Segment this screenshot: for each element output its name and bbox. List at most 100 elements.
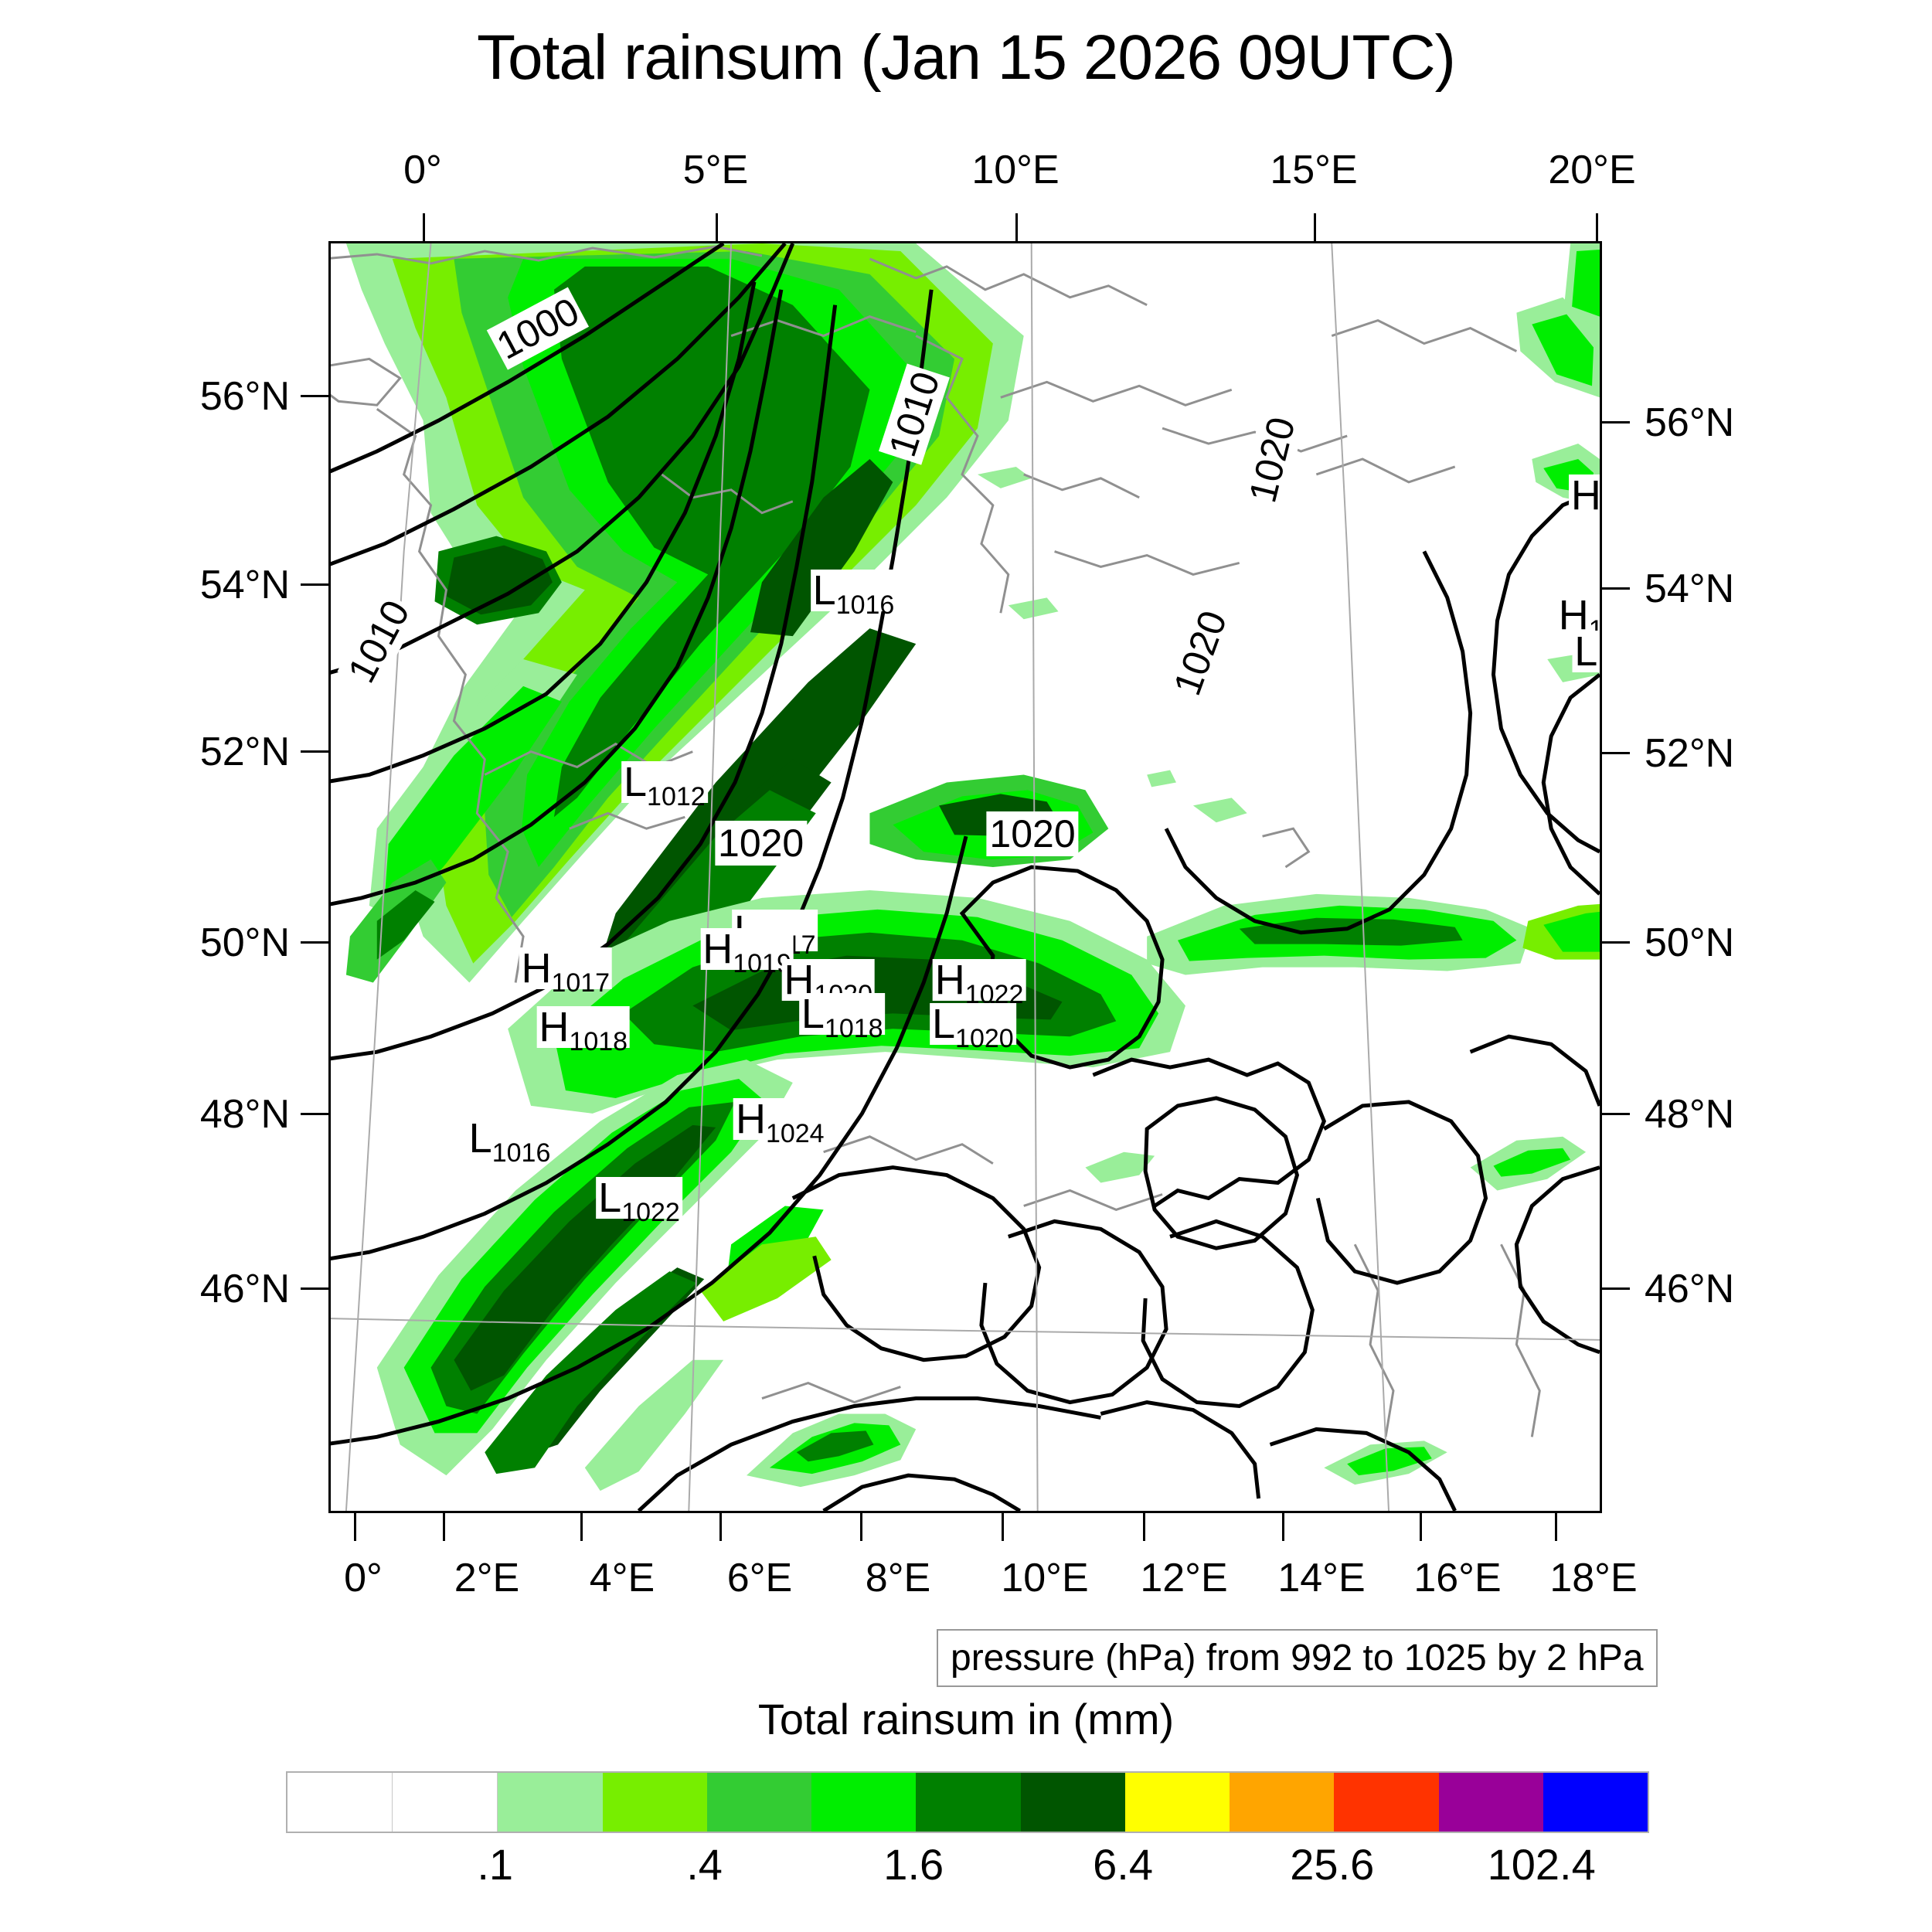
axis-right-label-52: 52°N: [1645, 731, 1735, 776]
colorbar-swatch-0: [287, 1773, 393, 1832]
tick-right-46: [1602, 1287, 1630, 1290]
axis-left-label-46: 46°N: [199, 1267, 290, 1311]
tick-right-50: [1602, 941, 1630, 944]
coastlines-layer: [331, 245, 1541, 1437]
tick-top-15: [1314, 213, 1316, 241]
axis-bottom-label-6: 6°E: [726, 1556, 793, 1600]
colorbar-swatch-4: [706, 1773, 812, 1832]
axis-right-label-46: 46°N: [1645, 1267, 1735, 1311]
pressure-center-value: 1018: [569, 1026, 628, 1056]
colorbar-tick-0: .1: [477, 1840, 514, 1889]
pressure-center-kind: H: [539, 1003, 570, 1050]
tick-bottom-6: [719, 1513, 722, 1541]
colorbar-tick-1: .4: [686, 1840, 723, 1889]
pressure-range-note: pressure (hPa) from 992 to 1025 by 2 hPa: [937, 1629, 1658, 1687]
pressure-center-value: 1012: [647, 782, 706, 811]
axis-left-label-54: 54°N: [199, 563, 290, 607]
tick-top-10: [1015, 213, 1018, 241]
axis-left-label-52: 52°N: [199, 730, 290, 774]
pressure-center-H-1018: H1018: [536, 1003, 631, 1055]
axis-top-label-20: 20°E: [1548, 148, 1636, 192]
axis-right-label-56: 56°N: [1645, 400, 1735, 445]
axis-top-label-10: 10°E: [971, 148, 1060, 192]
pressure-center-H-1022: H1022: [932, 958, 1026, 1008]
axis-left-label-50: 50°N: [199, 920, 290, 965]
pressure-center-kind: H: [1558, 591, 1589, 638]
pressure-center-value: 1016: [835, 590, 895, 621]
colorbar-swatch-10: [1334, 1773, 1439, 1832]
pressure-center-kind: L: [1574, 628, 1598, 675]
tick-left-54: [301, 583, 328, 586]
pressure-center-L-1020: L1020: [930, 1003, 1016, 1052]
graticule-layer: [331, 243, 1600, 1511]
colorbar-title: Total rainsum in (mm): [757, 1695, 1175, 1743]
tick-right-48: [1602, 1113, 1630, 1115]
colorbar-tick-labels: .1 .4 1.6 6.4 25.6 102.4: [286, 1839, 1646, 1909]
tick-bottom-4: [580, 1513, 583, 1541]
pressure-center-value: 1022: [621, 1197, 680, 1227]
pressure-center-kind: H: [735, 1096, 766, 1143]
pressure-center-value: 1018: [824, 1014, 883, 1044]
tick-bottom-10: [1002, 1513, 1004, 1541]
pressure-center-value: 1024: [765, 1119, 825, 1149]
isobar-contours: [331, 243, 1600, 1511]
pressure-center-value: 1020: [955, 1024, 1014, 1054]
axis-left-label-48: 48°N: [199, 1092, 290, 1137]
isobar-label-1020-south-west: 1020: [715, 820, 808, 866]
tick-bottom-16: [1420, 1513, 1422, 1541]
colorbar-swatch-7: [1020, 1773, 1125, 1832]
axis-right-label-54: 54°N: [1645, 566, 1735, 611]
pressure-center-value: 1016: [492, 1138, 551, 1168]
pressure-center-kind: L: [468, 1114, 492, 1162]
axis-bottom-label-4: 4°E: [589, 1556, 655, 1600]
tick-left-52: [301, 750, 328, 753]
colorbar-swatch-2: [498, 1773, 603, 1832]
axis-right-label-50: 50°N: [1645, 920, 1735, 965]
tick-top-20: [1596, 213, 1598, 241]
map-canvas: [331, 243, 1600, 1511]
colorbar[interactable]: [286, 1771, 1649, 1833]
pressure-center-H-1024: H1024: [733, 1096, 827, 1147]
colorbar-tick-2: 1.6: [883, 1840, 944, 1889]
axis-left-label-56: 56°N: [199, 374, 290, 419]
pressure-center-L-1016-south: L1016: [466, 1114, 553, 1166]
tick-top-0: [423, 213, 425, 241]
colorbar-swatch-6: [916, 1773, 1021, 1832]
precip-shading-nw: [345, 243, 1024, 1106]
colorbar-swatch-11: [1438, 1773, 1543, 1832]
pressure-center-L-edge-1: L1: [1572, 628, 1600, 679]
tick-bottom-12: [1143, 1513, 1145, 1541]
tick-bottom-8: [860, 1513, 862, 1541]
pressure-center-L-1016-north: L1016: [810, 570, 897, 618]
colorbar-swatch-8: [1124, 1773, 1230, 1832]
pressure-center-value: 1022: [964, 979, 1024, 1009]
colorbar-swatch-5: [811, 1773, 917, 1832]
tick-bottom-14: [1282, 1513, 1284, 1541]
tick-right-56: [1602, 421, 1630, 423]
axis-bottom-label-2: 2°E: [454, 1556, 520, 1600]
isobar-label-1020-south-east: 1020: [986, 811, 1079, 857]
colorbar-swatch-1: [393, 1773, 498, 1832]
pressure-center-H-edge-1: H1: [1568, 474, 1600, 517]
axis-bottom-label-16: 16°E: [1413, 1556, 1502, 1600]
page-title: Total rainsum (Jan 15 2026 09UTC): [477, 22, 1456, 93]
colorbar-tick-4: 25.6: [1290, 1840, 1375, 1889]
precip-shading-south: [747, 1136, 1587, 1488]
axis-bottom-label-10: 10°E: [1001, 1556, 1089, 1600]
pressure-center-kind: H: [702, 926, 733, 973]
tick-left-50: [301, 941, 328, 944]
colorbar-swatch-3: [602, 1773, 707, 1832]
axis-bottom-label-0: 0°: [344, 1556, 383, 1600]
tick-top-5: [716, 213, 718, 241]
map-plot-area[interactable]: 1000 1010 1010 1020 1020 1020 1020 L1012…: [328, 241, 1602, 1513]
pressure-center-L-1012: L1012: [621, 761, 708, 810]
pressure-center-H-1017: H1017: [519, 945, 613, 996]
axis-bottom-label-18: 18°E: [1549, 1556, 1638, 1600]
tick-bottom-2: [443, 1513, 445, 1541]
axis-bottom-label-14: 14°E: [1277, 1556, 1366, 1600]
precip-shading-nw-tail: [345, 659, 577, 983]
pressure-center-kind: H: [521, 945, 552, 992]
pressure-center-kind: L: [801, 991, 825, 1038]
tick-left-48: [301, 1113, 328, 1115]
tick-left-46: [301, 1287, 328, 1290]
